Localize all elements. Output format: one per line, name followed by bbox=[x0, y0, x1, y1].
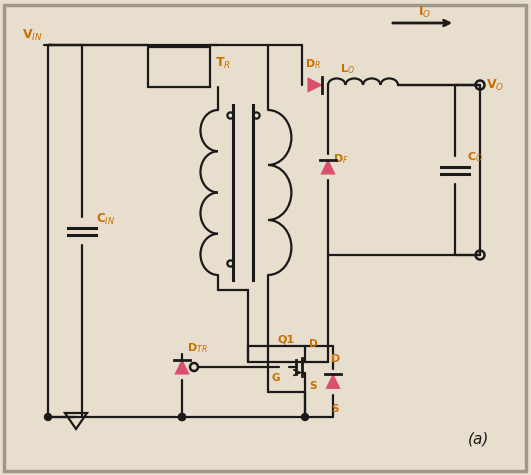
Text: I$_O$: I$_O$ bbox=[417, 5, 431, 20]
Circle shape bbox=[178, 414, 185, 420]
Text: (a): (a) bbox=[468, 431, 490, 446]
Polygon shape bbox=[326, 374, 340, 389]
Text: S: S bbox=[309, 381, 316, 391]
Polygon shape bbox=[321, 160, 335, 174]
Text: V$_{IN}$: V$_{IN}$ bbox=[22, 28, 43, 43]
Polygon shape bbox=[175, 360, 189, 374]
Text: L$_O$: L$_O$ bbox=[340, 62, 355, 76]
Circle shape bbox=[302, 414, 309, 420]
FancyBboxPatch shape bbox=[4, 5, 526, 471]
Text: D$_R$: D$_R$ bbox=[305, 57, 321, 71]
Text: D$_F$: D$_F$ bbox=[333, 152, 349, 166]
Text: D$_{TR}$: D$_{TR}$ bbox=[187, 341, 208, 355]
Circle shape bbox=[178, 414, 185, 420]
Text: C$_O$: C$_O$ bbox=[467, 150, 483, 164]
Text: D: D bbox=[309, 339, 318, 349]
Text: Q1: Q1 bbox=[277, 335, 294, 345]
Text: D: D bbox=[331, 353, 340, 363]
Text: S: S bbox=[331, 404, 338, 414]
Circle shape bbox=[45, 414, 52, 420]
Text: G: G bbox=[271, 373, 279, 383]
Polygon shape bbox=[308, 78, 322, 92]
Text: T$_R$: T$_R$ bbox=[215, 56, 231, 71]
Text: V$_O$: V$_O$ bbox=[486, 77, 504, 93]
Text: C$_{IN}$: C$_{IN}$ bbox=[96, 212, 115, 227]
